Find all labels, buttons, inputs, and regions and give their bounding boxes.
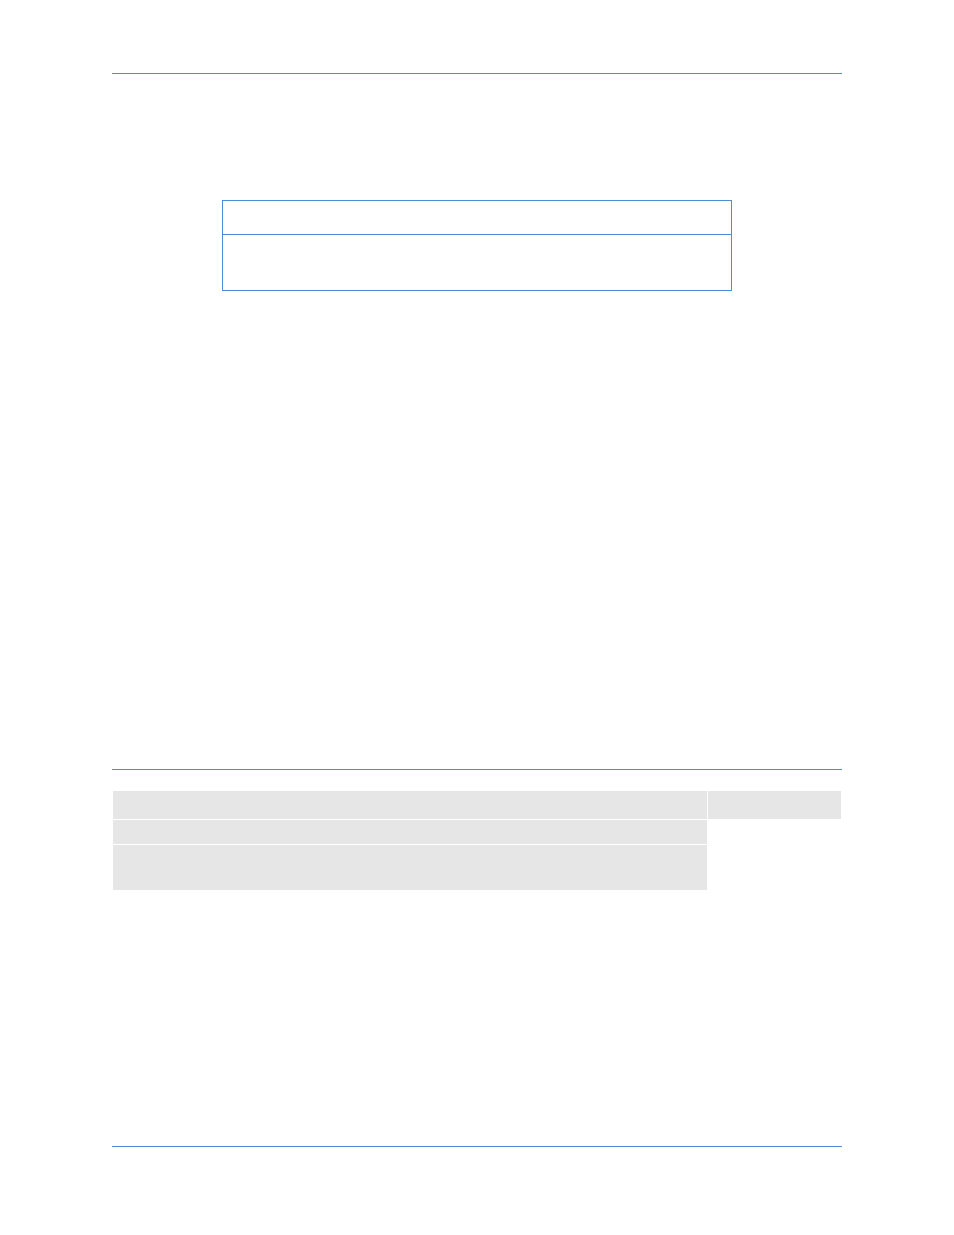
page: [0, 0, 954, 1235]
table-cell: [113, 845, 708, 891]
table-cell: [708, 791, 842, 820]
table-row: [113, 791, 842, 820]
small-box: [222, 200, 732, 291]
table-cell: [708, 845, 842, 891]
table-row: [113, 820, 842, 845]
small-box-divider: [222, 234, 732, 235]
top-rule: [112, 73, 842, 74]
bottom-rule: [112, 1146, 842, 1147]
table-row: [113, 845, 842, 891]
data-table: [112, 790, 842, 891]
table-cell: [708, 820, 842, 845]
mid-rule: [112, 769, 842, 770]
table-cell: [113, 791, 708, 820]
table-cell: [113, 820, 708, 845]
